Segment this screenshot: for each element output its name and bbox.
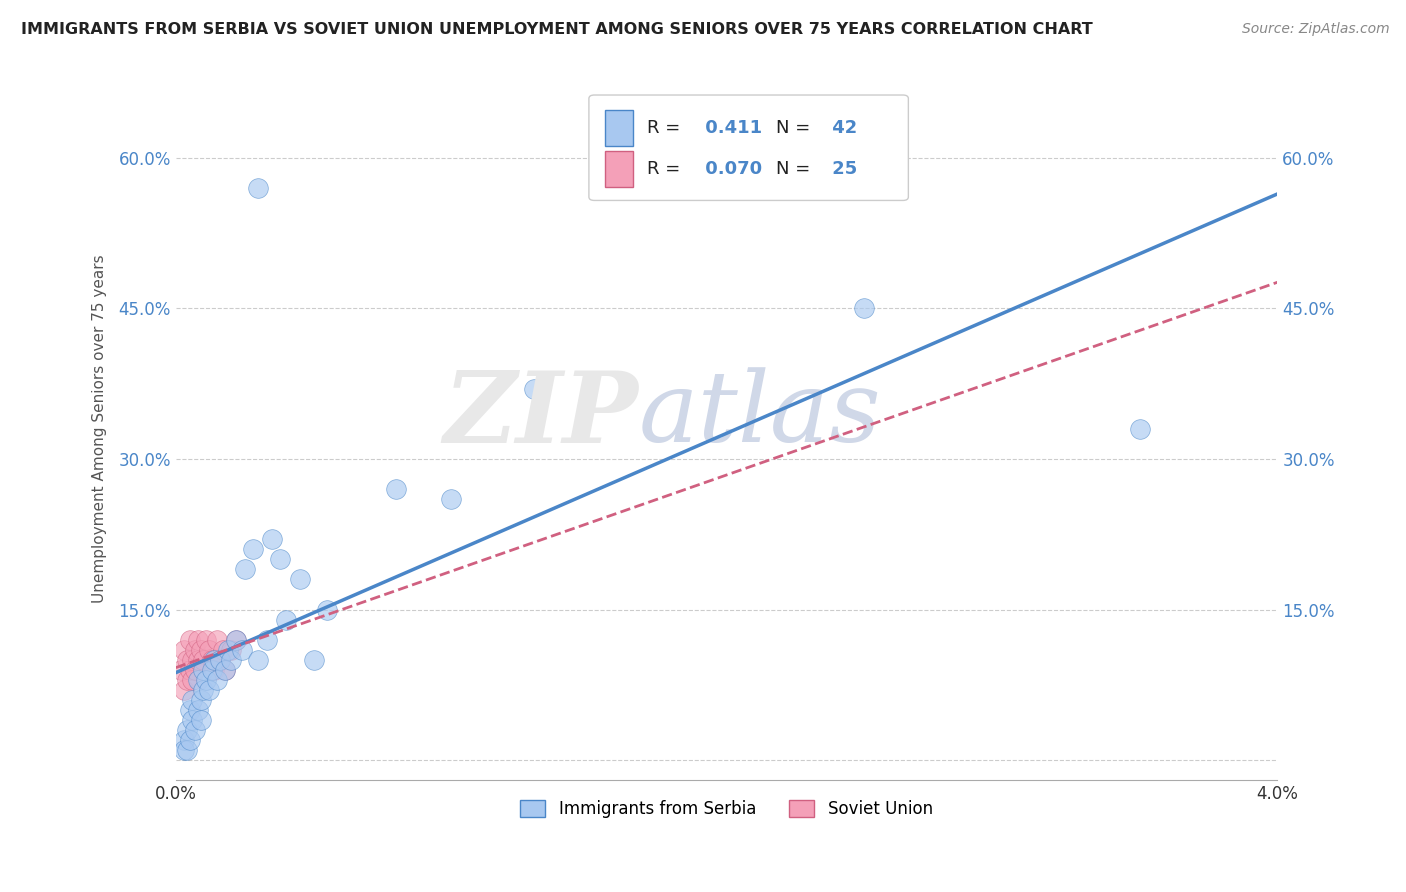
Point: [179, 632, 201, 647]
Point: [385, 482, 408, 496]
Text: Source: ZipAtlas.com: Source: ZipAtlas.com: [1241, 22, 1389, 37]
Point: [256, 632, 278, 647]
Text: atlas: atlas: [638, 368, 882, 462]
FancyBboxPatch shape: [606, 110, 633, 146]
Point: [202, 663, 225, 677]
Legend: Immigrants from Serbia, Soviet Union: Immigrants from Serbia, Soviet Union: [513, 793, 939, 825]
Point: [179, 703, 201, 717]
Point: [247, 181, 270, 195]
Y-axis label: Unemployment Among Seniors over 75 years: Unemployment Among Seniors over 75 years: [93, 254, 107, 603]
Point: [302, 653, 325, 667]
Point: [523, 382, 546, 396]
Text: ZIP: ZIP: [443, 367, 638, 463]
Point: [187, 673, 209, 687]
Point: [316, 602, 339, 616]
Point: [219, 653, 242, 667]
Point: [440, 492, 463, 507]
Text: IMMIGRANTS FROM SERBIA VS SOVIET UNION UNEMPLOYMENT AMONG SENIORS OVER 75 YEARS : IMMIGRANTS FROM SERBIA VS SOVIET UNION U…: [21, 22, 1092, 37]
Point: [214, 663, 236, 677]
Point: [247, 653, 270, 667]
Text: 42: 42: [825, 119, 858, 137]
Text: 0.070: 0.070: [699, 160, 762, 178]
Point: [205, 632, 228, 647]
Point: [208, 653, 231, 667]
Point: [173, 743, 195, 757]
Point: [184, 723, 207, 737]
Point: [170, 663, 193, 677]
Point: [201, 663, 224, 677]
Point: [201, 653, 224, 667]
Text: R =: R =: [647, 160, 681, 178]
Point: [274, 613, 297, 627]
Point: [181, 693, 204, 707]
Text: N =: N =: [776, 160, 810, 178]
Point: [225, 632, 247, 647]
Point: [190, 713, 212, 727]
Point: [176, 723, 198, 737]
Point: [173, 682, 195, 697]
Text: 0.411: 0.411: [699, 119, 762, 137]
Point: [198, 642, 221, 657]
Point: [288, 573, 311, 587]
Point: [187, 632, 209, 647]
Point: [193, 663, 215, 677]
Point: [195, 673, 218, 687]
Point: [181, 653, 204, 667]
Point: [187, 703, 209, 717]
FancyBboxPatch shape: [606, 151, 633, 187]
Point: [195, 632, 218, 647]
Point: [233, 562, 256, 576]
Point: [181, 673, 204, 687]
Point: [176, 653, 198, 667]
Point: [190, 642, 212, 657]
Point: [181, 713, 204, 727]
Point: [1129, 422, 1152, 436]
Text: R =: R =: [647, 119, 681, 137]
Point: [211, 642, 233, 657]
Text: N =: N =: [776, 119, 810, 137]
Point: [208, 653, 231, 667]
Point: [173, 733, 195, 747]
Point: [219, 642, 242, 657]
Point: [198, 682, 221, 697]
Point: [184, 642, 207, 657]
Point: [173, 642, 195, 657]
Point: [231, 642, 253, 657]
Point: [179, 663, 201, 677]
Point: [193, 653, 215, 667]
Point: [225, 632, 247, 647]
FancyBboxPatch shape: [589, 95, 908, 201]
Point: [202, 653, 225, 667]
Point: [176, 673, 198, 687]
Point: [205, 673, 228, 687]
Point: [262, 533, 284, 547]
Point: [176, 743, 198, 757]
Point: [242, 542, 264, 557]
Point: [853, 301, 876, 316]
Point: [217, 642, 239, 657]
Point: [190, 693, 212, 707]
Point: [179, 733, 201, 747]
Point: [187, 653, 209, 667]
Point: [193, 682, 215, 697]
Point: [269, 552, 291, 566]
Point: [184, 663, 207, 677]
Text: 25: 25: [825, 160, 858, 178]
Point: [214, 663, 236, 677]
